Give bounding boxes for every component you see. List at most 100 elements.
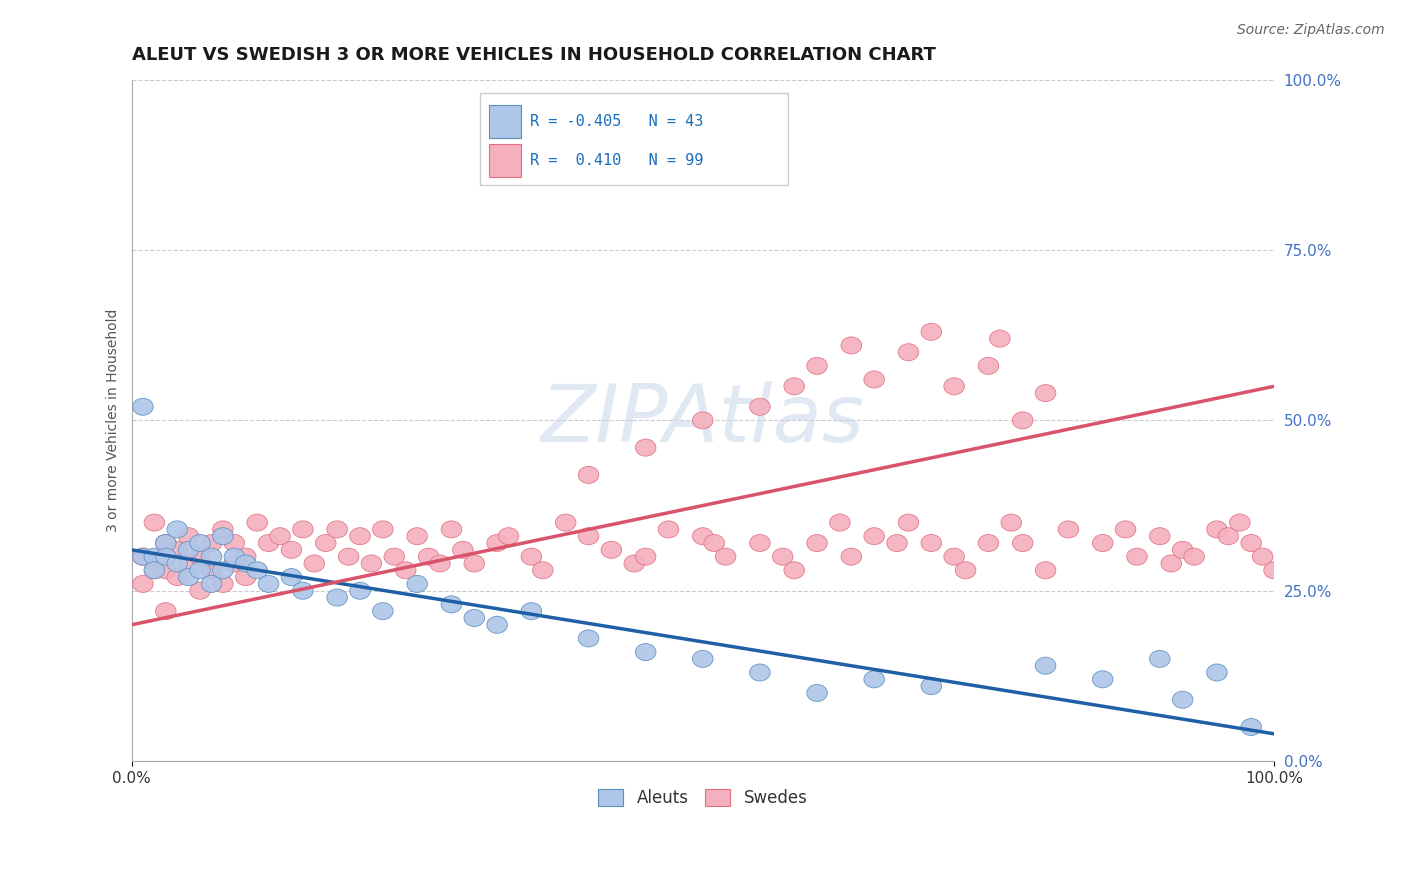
FancyBboxPatch shape — [489, 105, 522, 137]
Ellipse shape — [624, 555, 644, 572]
Ellipse shape — [1001, 514, 1022, 531]
Ellipse shape — [955, 562, 976, 579]
Ellipse shape — [156, 603, 176, 620]
Ellipse shape — [281, 541, 302, 558]
Ellipse shape — [749, 398, 770, 416]
Ellipse shape — [373, 603, 394, 620]
Ellipse shape — [693, 528, 713, 545]
Ellipse shape — [235, 549, 256, 566]
Ellipse shape — [235, 555, 256, 572]
Ellipse shape — [522, 549, 541, 566]
Ellipse shape — [212, 528, 233, 545]
Ellipse shape — [406, 575, 427, 592]
Ellipse shape — [143, 549, 165, 566]
Ellipse shape — [1092, 534, 1114, 551]
Ellipse shape — [749, 534, 770, 551]
Ellipse shape — [406, 528, 427, 545]
Ellipse shape — [201, 562, 222, 579]
Ellipse shape — [179, 541, 198, 558]
FancyBboxPatch shape — [489, 145, 522, 178]
Ellipse shape — [179, 568, 198, 586]
Ellipse shape — [704, 534, 724, 551]
Text: ZIPAtlas: ZIPAtlas — [541, 382, 865, 459]
Ellipse shape — [292, 582, 314, 599]
Ellipse shape — [1150, 528, 1170, 545]
Ellipse shape — [1012, 412, 1033, 429]
Ellipse shape — [224, 534, 245, 551]
Ellipse shape — [132, 549, 153, 566]
Ellipse shape — [1241, 718, 1261, 736]
Y-axis label: 3 or more Vehicles in Household: 3 or more Vehicles in Household — [107, 309, 121, 532]
Ellipse shape — [143, 562, 165, 579]
Ellipse shape — [143, 562, 165, 579]
Ellipse shape — [132, 575, 153, 592]
Ellipse shape — [636, 549, 657, 566]
Legend: Aleuts, Swedes: Aleuts, Swedes — [592, 782, 814, 814]
Ellipse shape — [578, 630, 599, 647]
Ellipse shape — [1161, 555, 1181, 572]
Text: R = -0.405   N = 43: R = -0.405 N = 43 — [530, 114, 703, 128]
Ellipse shape — [1126, 549, 1147, 566]
Ellipse shape — [339, 549, 359, 566]
Ellipse shape — [156, 549, 176, 566]
Ellipse shape — [807, 684, 827, 701]
Ellipse shape — [1035, 657, 1056, 674]
Ellipse shape — [326, 589, 347, 606]
Ellipse shape — [863, 671, 884, 688]
Ellipse shape — [921, 534, 942, 551]
Ellipse shape — [361, 555, 381, 572]
Ellipse shape — [281, 568, 302, 586]
Ellipse shape — [201, 534, 222, 551]
Ellipse shape — [1173, 541, 1192, 558]
Ellipse shape — [235, 568, 256, 586]
Ellipse shape — [887, 534, 907, 551]
Ellipse shape — [190, 582, 211, 599]
Ellipse shape — [636, 439, 657, 456]
Ellipse shape — [658, 521, 679, 538]
Ellipse shape — [156, 562, 176, 579]
Ellipse shape — [190, 562, 211, 579]
Ellipse shape — [898, 514, 918, 531]
Ellipse shape — [224, 555, 245, 572]
Ellipse shape — [1206, 664, 1227, 681]
Ellipse shape — [785, 378, 804, 395]
Ellipse shape — [921, 678, 942, 695]
Ellipse shape — [395, 562, 416, 579]
Ellipse shape — [212, 521, 233, 538]
Ellipse shape — [863, 528, 884, 545]
Ellipse shape — [1150, 650, 1170, 667]
Ellipse shape — [224, 549, 245, 566]
Ellipse shape — [167, 555, 187, 572]
Ellipse shape — [384, 549, 405, 566]
Ellipse shape — [498, 528, 519, 545]
Ellipse shape — [898, 343, 918, 360]
Ellipse shape — [453, 541, 474, 558]
Ellipse shape — [179, 528, 198, 545]
Ellipse shape — [716, 549, 735, 566]
Ellipse shape — [270, 528, 290, 545]
Ellipse shape — [1206, 521, 1227, 538]
Ellipse shape — [156, 534, 176, 551]
Ellipse shape — [430, 555, 450, 572]
Ellipse shape — [979, 358, 998, 375]
Ellipse shape — [943, 378, 965, 395]
Text: ALEUT VS SWEDISH 3 OR MORE VEHICLES IN HOUSEHOLD CORRELATION CHART: ALEUT VS SWEDISH 3 OR MORE VEHICLES IN H… — [132, 46, 935, 64]
Ellipse shape — [350, 528, 370, 545]
Ellipse shape — [921, 323, 942, 341]
Ellipse shape — [841, 549, 862, 566]
Ellipse shape — [749, 664, 770, 681]
Ellipse shape — [486, 534, 508, 551]
Ellipse shape — [419, 549, 439, 566]
Ellipse shape — [578, 528, 599, 545]
Ellipse shape — [143, 514, 165, 531]
Ellipse shape — [132, 398, 153, 416]
Ellipse shape — [555, 514, 576, 531]
Ellipse shape — [1092, 671, 1114, 688]
Ellipse shape — [1059, 521, 1078, 538]
Ellipse shape — [1035, 562, 1056, 579]
Ellipse shape — [1264, 562, 1284, 579]
Ellipse shape — [315, 534, 336, 551]
Ellipse shape — [1241, 534, 1261, 551]
Ellipse shape — [807, 534, 827, 551]
Ellipse shape — [1012, 534, 1033, 551]
